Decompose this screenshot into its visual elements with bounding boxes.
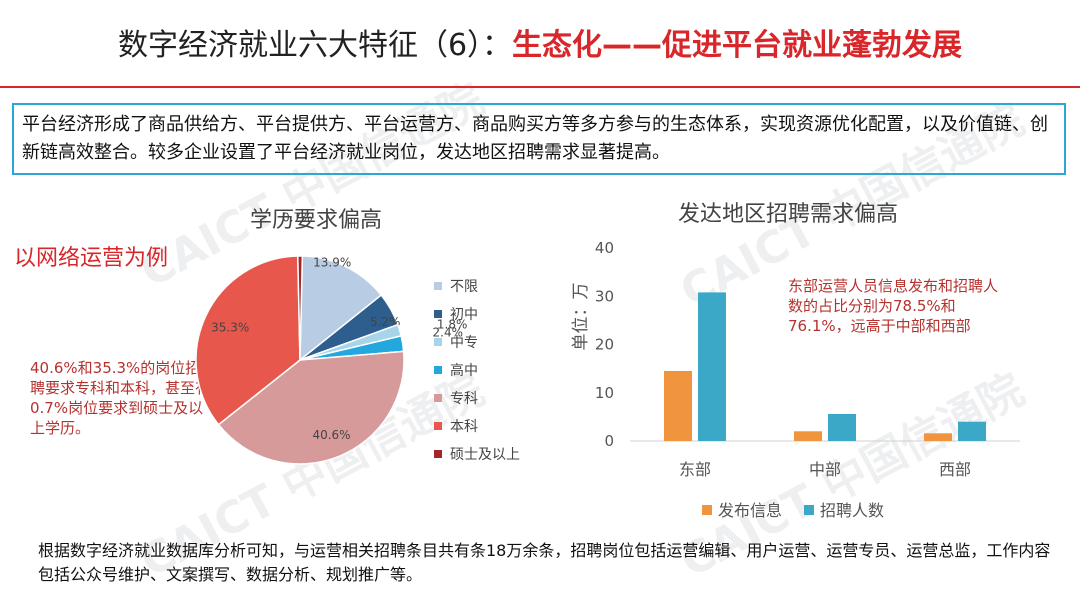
legend-swatch xyxy=(434,394,442,402)
intro-box: 平台经济形成了商品供给方、平台提供方、平台运营方、商品购买方等多方参与的生态体系… xyxy=(12,103,1066,175)
title-highlight: 生态化——促进平台就业蓬勃发展 xyxy=(512,28,963,63)
legend-swatch xyxy=(434,450,442,458)
pie-legend: 不限初中中专高中专科本科硕士及以上 xyxy=(434,272,544,468)
legend-label: 专科 xyxy=(450,391,478,407)
footer-text: 根据数字经济就业数据库分析可知，与运营相关招聘条目共有条18万余条，招聘岗位包括… xyxy=(38,541,1051,584)
pie-value-label: 40.6% xyxy=(312,428,350,442)
legend-swatch xyxy=(434,282,442,290)
legend-swatch xyxy=(702,505,712,515)
example-label: 以网络运营为例 xyxy=(14,246,169,271)
bar xyxy=(958,421,986,441)
pie-value-label: 0.7% xyxy=(282,211,313,225)
pie-slice xyxy=(195,255,301,426)
bar xyxy=(698,292,726,441)
legend-swatch xyxy=(434,338,442,346)
bar xyxy=(828,414,856,441)
legend-swatch xyxy=(434,310,442,318)
page-title: 数字经济就业六大特征（6）：生态化——促进平台就业蓬勃发展 xyxy=(0,26,1080,66)
y-tick-label: 40 xyxy=(595,239,614,257)
y-tick-label: 30 xyxy=(595,287,614,305)
legend-item: 高中 xyxy=(434,356,544,384)
legend-label: 发布信息 xyxy=(718,501,782,520)
pie-value-label: 1.8% xyxy=(437,318,468,332)
legend-label: 中专 xyxy=(450,335,478,351)
legend-item: 本科 xyxy=(434,412,544,440)
x-tick-label: 西部 xyxy=(939,460,971,479)
legend-item: 初中 xyxy=(434,300,544,328)
legend-item: 硕士及以上 xyxy=(434,440,544,468)
pie-slice xyxy=(217,350,405,465)
pie-annotation: 40.6%和35.3%的岗位招聘要求专科和本科，甚至有0.7%岗位要求到硕士及以… xyxy=(30,359,211,437)
pie-chart-title: 学历要求偏高 xyxy=(250,208,383,233)
legend-swatch xyxy=(434,422,442,430)
legend-label: 硕士及以上 xyxy=(450,447,520,463)
y-tick-label: 20 xyxy=(595,336,614,354)
legend-item: 专科 xyxy=(434,384,544,412)
x-tick-label: 中部 xyxy=(809,460,841,479)
y-axis-label: 单位：万 xyxy=(571,283,591,351)
title-divider xyxy=(0,86,1080,88)
bar-chart-title: 发达地区招聘需求偏高 xyxy=(678,202,899,227)
pie-chart: 13.9% 5.2% 1.8%2.4% 40.6% 35.3% 0.7% xyxy=(195,211,468,465)
legend-label: 本科 xyxy=(450,419,478,435)
y-tick-label: 10 xyxy=(595,384,614,402)
legend-swatch xyxy=(804,505,814,515)
legend-item: 中专 xyxy=(434,328,544,356)
x-tick-label: 东部 xyxy=(679,460,711,479)
y-tick-label: 0 xyxy=(604,432,614,450)
bar-annotation: 东部运营人员信息发布和招聘人数的占比分别为78.5%和76.1%，远高于中部和西… xyxy=(788,277,999,335)
title-prefix: 数字经济就业六大特征（6）： xyxy=(117,28,513,63)
legend-item: 不限 xyxy=(434,272,544,300)
legend-label: 不限 xyxy=(450,279,478,295)
legend-swatch xyxy=(434,366,442,374)
pie-value-label: 35.3% xyxy=(211,321,249,335)
legend-label: 招聘人数 xyxy=(820,501,884,520)
pie-slice xyxy=(299,255,383,362)
bar xyxy=(924,433,952,441)
pie-value-label: 13.9% xyxy=(313,256,351,270)
bar xyxy=(664,371,692,441)
legend-label: 初中 xyxy=(450,307,478,323)
legend-label: 高中 xyxy=(450,363,478,379)
pie-slice xyxy=(297,255,304,361)
bar xyxy=(794,431,822,441)
pie-value-label: 2.4% xyxy=(433,325,464,339)
pie-value-label: 5.2% xyxy=(370,315,401,329)
